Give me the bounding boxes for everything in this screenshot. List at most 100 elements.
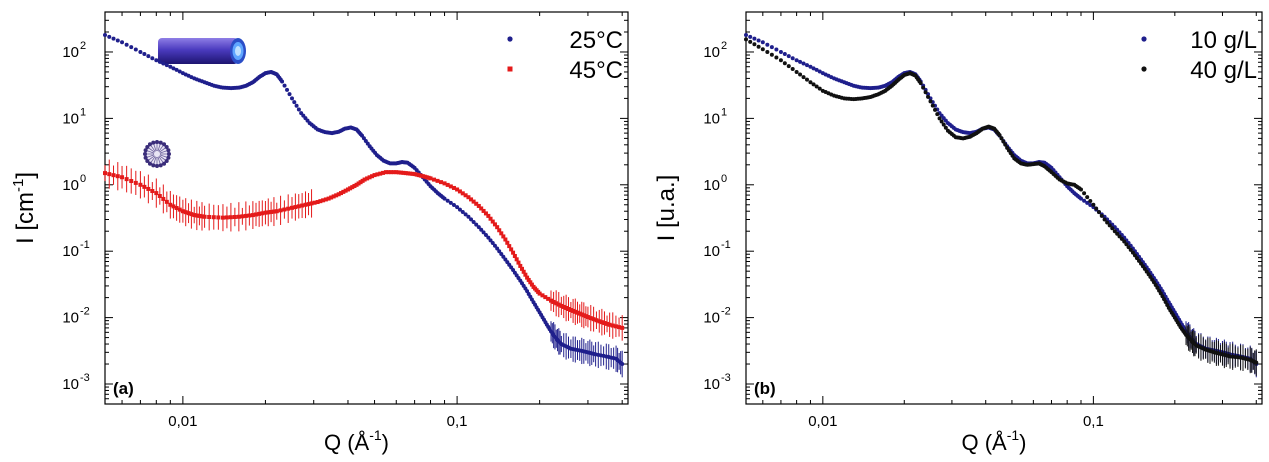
data-point bbox=[591, 317, 596, 322]
data-point bbox=[194, 213, 199, 218]
data-point bbox=[752, 36, 757, 41]
data-point bbox=[501, 234, 506, 239]
y-tick-exponent: 1 bbox=[80, 106, 86, 118]
legend-label: 40 g/L bbox=[1190, 57, 1257, 84]
data-point bbox=[1163, 300, 1168, 305]
legend: 10 g/L 40 g/L bbox=[1141, 27, 1257, 84]
data-point bbox=[189, 212, 194, 217]
data-point bbox=[133, 47, 138, 52]
data-point bbox=[488, 238, 493, 243]
data-point bbox=[274, 209, 279, 214]
data-point bbox=[266, 210, 271, 215]
data-point bbox=[928, 99, 933, 104]
data-point bbox=[579, 312, 584, 317]
data-point bbox=[774, 55, 779, 60]
data-point bbox=[1162, 297, 1167, 302]
data-point bbox=[300, 203, 305, 208]
data-point bbox=[571, 308, 576, 313]
data-point bbox=[1088, 198, 1093, 203]
data-point bbox=[756, 44, 761, 49]
data-point bbox=[476, 225, 481, 230]
data-point bbox=[1254, 360, 1259, 365]
data-point bbox=[808, 80, 813, 85]
data-point bbox=[748, 34, 753, 39]
data-point bbox=[146, 186, 151, 191]
data-point bbox=[394, 170, 399, 175]
legend-marker bbox=[507, 66, 513, 72]
data-point bbox=[926, 94, 931, 99]
data-point bbox=[202, 214, 207, 219]
data-point bbox=[1165, 302, 1170, 307]
data-point bbox=[312, 200, 317, 205]
data-point bbox=[613, 324, 618, 329]
data-point bbox=[150, 189, 155, 194]
data-point bbox=[358, 180, 363, 185]
data-point bbox=[481, 230, 486, 235]
data-point bbox=[469, 197, 474, 202]
data-point bbox=[103, 171, 107, 176]
data-point bbox=[455, 187, 460, 192]
data-point bbox=[512, 253, 517, 258]
data-point bbox=[529, 282, 534, 287]
data-point bbox=[521, 269, 526, 274]
data-point bbox=[1126, 245, 1131, 250]
data-point bbox=[457, 207, 462, 212]
data-point bbox=[383, 170, 388, 175]
data-point bbox=[157, 59, 162, 64]
data-point bbox=[495, 246, 500, 251]
data-point bbox=[483, 211, 488, 216]
data-point bbox=[808, 64, 813, 69]
data-point bbox=[528, 280, 533, 285]
data-point bbox=[296, 107, 301, 112]
data-point bbox=[350, 185, 355, 190]
x-tick-label: 0,1 bbox=[1083, 413, 1104, 430]
data-point bbox=[228, 215, 233, 220]
data-point bbox=[551, 299, 556, 304]
data-point bbox=[460, 209, 465, 214]
data-point bbox=[782, 52, 787, 57]
data-point bbox=[161, 61, 166, 66]
data-point bbox=[523, 272, 528, 277]
data-point bbox=[280, 79, 285, 84]
data-point bbox=[416, 173, 421, 178]
data-point bbox=[479, 227, 484, 232]
legend-label: 25°C bbox=[569, 27, 623, 54]
data-point bbox=[1130, 250, 1135, 255]
data-point bbox=[794, 58, 799, 63]
data-point bbox=[111, 173, 116, 178]
y-tick-label: 10 bbox=[703, 310, 720, 327]
data-point bbox=[339, 191, 344, 196]
data-point bbox=[1160, 294, 1165, 299]
data-point bbox=[490, 241, 495, 246]
plot-frame bbox=[104, 11, 629, 405]
data-point bbox=[575, 310, 580, 315]
data-point bbox=[285, 87, 290, 92]
data-point bbox=[154, 191, 159, 196]
data-point bbox=[588, 316, 593, 321]
y-tick-label: 10 bbox=[703, 44, 720, 61]
data-point bbox=[507, 244, 512, 249]
data-point bbox=[378, 171, 383, 176]
data-point bbox=[1091, 202, 1096, 207]
data-point bbox=[811, 82, 816, 87]
data-point bbox=[610, 323, 615, 328]
data-point bbox=[435, 178, 440, 183]
data-point bbox=[765, 42, 770, 47]
legend-marker bbox=[1141, 66, 1147, 72]
data-point bbox=[1001, 139, 1006, 144]
data-point bbox=[428, 176, 433, 181]
data-point bbox=[375, 172, 380, 177]
data-point bbox=[471, 199, 476, 204]
data-point bbox=[1128, 247, 1133, 252]
data-point bbox=[503, 237, 508, 242]
data-point bbox=[479, 206, 484, 211]
data-point bbox=[260, 211, 265, 216]
data-point bbox=[455, 205, 460, 210]
data-point bbox=[546, 296, 551, 301]
data-point bbox=[120, 175, 125, 180]
data-point bbox=[1107, 223, 1112, 228]
data-point bbox=[442, 196, 447, 201]
data-point bbox=[516, 260, 521, 265]
data-point bbox=[1105, 220, 1110, 225]
data-point bbox=[460, 191, 465, 196]
